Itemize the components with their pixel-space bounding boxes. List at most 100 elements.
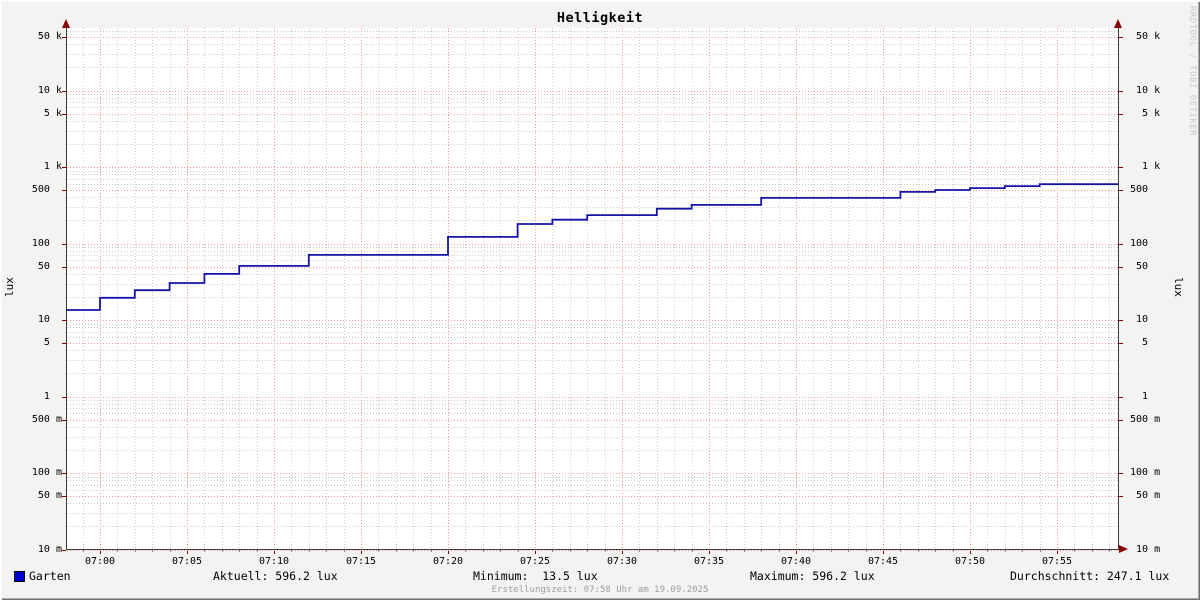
grid-h-major [67,473,1118,474]
y-tick-label-right: 500 [1130,184,1161,195]
grid-v-minor [1092,28,1093,549]
y-tick-label-left: 100 m [31,467,62,478]
grid-h-major [67,190,1118,191]
x-tick-minor [570,550,571,552]
grid-h-major [67,343,1118,344]
grid-h-minor [67,179,1118,180]
y-tick-label-right: 1 k [1130,161,1161,172]
y-tick-label-left: 5 k [31,108,62,119]
y-tick-label-right: 100 m [1130,467,1161,478]
grid-v-major [1057,28,1058,549]
x-tick-minor [378,550,379,552]
x-tick-minor [744,550,745,552]
grid-v-minor [170,28,171,549]
x-tick-label: 07:30 [606,556,638,567]
y-tick-label-left: 10 k [31,85,62,96]
grid-v-major [187,28,188,549]
y-axis-right [1118,28,1119,550]
grid-h-minor [67,297,1118,298]
y-tick-major-left [62,473,66,474]
y-tick-major-left [62,114,66,115]
chart-title: Helligkeit [556,10,644,26]
grid-v-major [274,28,275,549]
y-tick-major-right [1119,267,1123,268]
grid-h-minor [67,485,1118,486]
x-tick-minor [291,550,292,552]
x-tick-label: 07:25 [519,556,551,567]
grid-v-major [100,28,101,549]
grid-h-minor [67,260,1118,261]
stat-minimum: Minimum: 13.5 lux [473,569,598,583]
x-tick-minor [117,550,118,552]
x-tick-major [187,550,188,554]
x-tick-major [796,550,797,554]
grid-h-minor [67,427,1118,428]
y-tick-major-right [1119,37,1123,38]
x-tick-label: 07:10 [258,556,290,567]
x-tick-minor [1074,550,1075,552]
grid-h-minor [67,404,1118,405]
y-tick-major-right [1119,496,1123,497]
grid-v-minor [518,28,519,549]
x-tick-minor [170,550,171,552]
y-tick-label-left: 10 [31,314,62,325]
x-tick-minor [309,550,310,552]
grid-h-minor [67,490,1118,491]
y-tick-major-left [62,550,66,551]
grid-h-minor [67,207,1118,208]
grid-h-minor [67,513,1118,514]
grid-v-minor [587,28,588,549]
grid-h-minor [67,251,1118,252]
grid-v-minor [431,28,432,549]
y-tick-major-left [62,167,66,168]
y-tick-label-left: 50 [31,261,62,272]
x-tick-major [535,550,536,554]
grid-h-minor [67,413,1118,414]
x-tick-minor [431,550,432,552]
x-tick-minor [204,550,205,552]
grid-v-minor [152,28,153,549]
y-tick-major-left [62,320,66,321]
x-tick-label: 07:50 [954,556,986,567]
grid-h-minor [67,98,1118,99]
grid-h-major [67,37,1118,38]
y-tick-label-left: 50 m [31,490,62,501]
grid-v-minor [918,28,919,549]
x-tick-label: 07:20 [432,556,464,567]
grid-v-minor [396,28,397,549]
grid-h-minor [67,324,1118,325]
y-tick-major-right [1119,320,1123,321]
grid-h-major [67,244,1118,245]
x-tick-minor [1040,550,1041,552]
x-tick-label: 07:35 [693,556,725,567]
x-tick-minor [779,550,780,552]
grid-v-minor [657,28,658,549]
grid-h-minor [67,284,1118,285]
grid-v-minor [1109,28,1110,549]
x-tick-minor [135,550,136,552]
y-tick-label-right: 500 m [1130,414,1161,425]
y-tick-label-right: 50 m [1130,490,1161,501]
grid-v-minor [953,28,954,549]
grid-v-minor [117,28,118,549]
x-tick-major [100,550,101,554]
grid-h-minor [67,174,1118,175]
x-tick-minor [639,550,640,552]
x-tick-major [1057,550,1058,554]
x-tick-major [448,550,449,554]
x-tick-label: 07:00 [84,556,116,567]
grid-h-major [67,550,1118,551]
grid-h-minor [67,220,1118,221]
grid-v-minor [900,28,901,549]
grid-h-minor [67,274,1118,275]
grid-h-minor [67,107,1118,108]
grid-h-minor [67,247,1118,248]
grid-v-minor [692,28,693,549]
y-tick-major-right [1119,420,1123,421]
x-tick-minor [326,550,327,552]
x-tick-major [361,550,362,554]
y-tick-major-left [62,244,66,245]
x-tick-major [709,550,710,554]
y-tick-label-right: 5 [1130,337,1161,348]
